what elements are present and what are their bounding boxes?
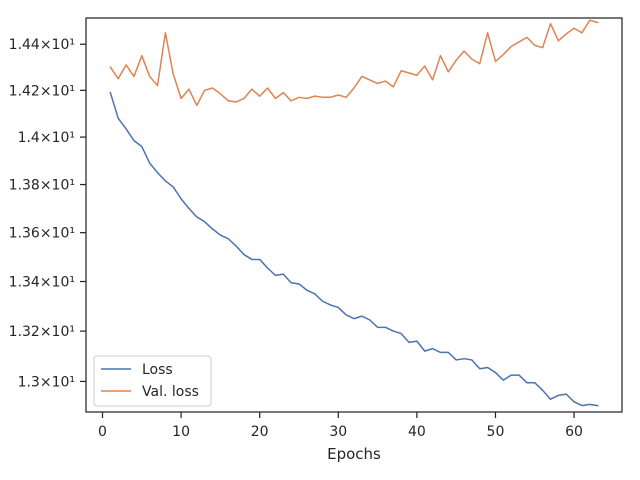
series-layer [109, 19, 599, 407]
x-tick-label: 40 [408, 424, 426, 440]
series-line-1 [109, 19, 599, 107]
x-axis-label: Epochs [327, 445, 381, 463]
x-tick-label: 50 [487, 424, 505, 440]
y-tick-label: 1.32×10¹ [9, 324, 75, 340]
y-tick-label: 1.3×10¹ [18, 374, 75, 390]
series-line-0 [109, 91, 599, 407]
y-tick-label: 1.38×10¹ [9, 178, 75, 194]
y-tick-label: 1.4×10¹ [18, 130, 75, 146]
y-tick-label: 1.34×10¹ [9, 275, 75, 291]
plot-frame [85, 17, 623, 413]
legend-label: Loss [142, 362, 173, 378]
y-tick-label: 1.36×10¹ [9, 226, 75, 242]
legend: Loss Val. loss [93, 355, 212, 407]
x-tick-label: 20 [251, 424, 269, 440]
y-tick-label: 1.44×10¹ [9, 37, 75, 53]
axes-layer: 0 10 20 30 40 50 60 1.3×10¹ 1.32×10¹ 1.34×10¹ 1.36… [9, 17, 623, 440]
x-tick-label: 10 [172, 424, 190, 440]
y-tick-label: 1.42×10¹ [9, 83, 75, 99]
x-tick-label: 30 [329, 424, 347, 440]
x-tick-label: 60 [565, 424, 583, 440]
legend-label: Val. loss [142, 384, 199, 400]
x-tick-label: 0 [98, 424, 107, 440]
